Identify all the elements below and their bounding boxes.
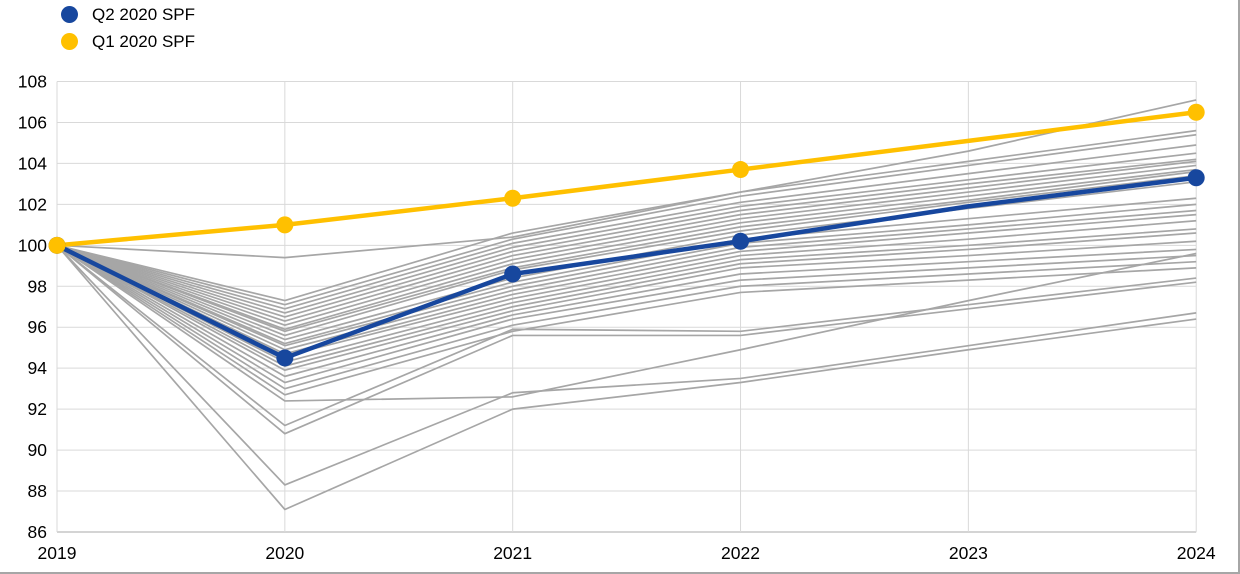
forecaster-line [56, 197, 1197, 345]
forecaster-line [56, 144, 1197, 310]
x-tick-label: 2021 [493, 543, 532, 563]
forecaster-line [56, 209, 1197, 351]
y-tick-label: 90 [28, 440, 48, 460]
y-tick-label: 86 [28, 522, 47, 542]
x-tick-label: 2019 [38, 543, 77, 563]
forecaster-line [56, 133, 1197, 306]
y-tick-label: 96 [28, 317, 47, 337]
q1-2020-spf-marker [1187, 103, 1205, 121]
q1-2020-spf-marker [504, 189, 522, 207]
forecaster-line [56, 244, 1197, 511]
y-tick-label: 104 [18, 153, 47, 173]
legend-marker-q2-icon [61, 6, 78, 23]
forecaster-line [56, 174, 1197, 337]
forecaster-line [56, 244, 1197, 402]
forecaster-line [56, 244, 1197, 435]
forecaster-line [56, 129, 1197, 302]
y-tick-label: 100 [18, 235, 47, 255]
forecaster-line [56, 240, 1197, 372]
y-tick-label: 102 [18, 194, 47, 214]
x-tick-label: 2020 [265, 543, 304, 563]
q1-2020-spf-marker [48, 236, 66, 254]
forecaster-line [56, 244, 1197, 378]
legend: Q2 2020 SPF Q1 2020 SPF [61, 5, 195, 51]
x-tick-label: 2024 [1177, 543, 1216, 563]
legend-item-q1-2020-spf: Q1 2020 SPF [61, 32, 195, 51]
legend-marker-q1-icon [61, 33, 78, 50]
y-tick-label: 106 [18, 112, 47, 132]
y-tick-label: 108 [18, 72, 47, 92]
q2-2020-spf-marker [504, 265, 522, 283]
forecaster-line [56, 158, 1197, 318]
forecaster-line [56, 228, 1197, 363]
x-tick-label: 2023 [949, 543, 988, 563]
forecaster-line [56, 244, 1197, 427]
forecaster-line [56, 244, 1197, 384]
y-tick-label: 92 [28, 399, 47, 419]
forecaster-line [56, 160, 1197, 322]
q1-2020-spf-line [54, 109, 1199, 248]
q2-2020-spf-marker [732, 232, 750, 250]
forecaster-line [56, 203, 1197, 347]
forecaster-line [56, 152, 1197, 314]
forecaster-line [56, 168, 1197, 331]
q2-2020-spf-line [54, 175, 1199, 361]
legend-label-q2: Q2 2020 SPF [92, 5, 196, 24]
q2-2020-spf-marker [276, 349, 294, 367]
forecaster-line [56, 244, 1197, 486]
q2-2020-spf-marker [1187, 169, 1205, 187]
legend-item-q2-2020-spf: Q2 2020 SPF [61, 5, 195, 24]
forecaster-line [56, 244, 1197, 390]
y-tick-label: 98 [28, 276, 47, 296]
forecaster-line [56, 232, 1197, 367]
y-tick-label: 88 [28, 481, 47, 501]
forecaster-line [56, 244, 1197, 396]
q1-2020-spf-marker [276, 216, 294, 234]
forecaster-line [56, 99, 1197, 259]
y-tick-label: 94 [28, 358, 48, 378]
forecaster-line [56, 213, 1197, 355]
x-tick-label: 2022 [721, 543, 760, 563]
q1-2020-spf-marker [732, 161, 750, 179]
legend-label-q1: Q1 2020 SPF [92, 32, 196, 51]
forecaster-line [56, 170, 1197, 333]
forecaster-line [56, 164, 1197, 327]
